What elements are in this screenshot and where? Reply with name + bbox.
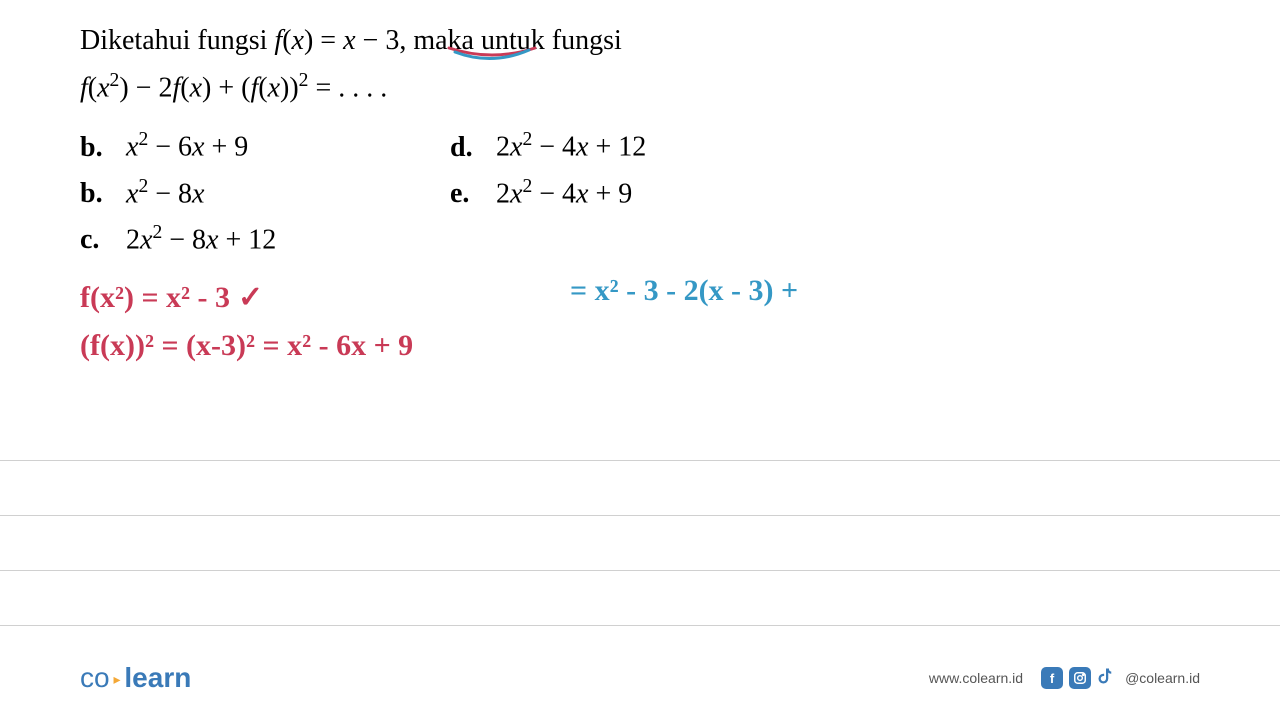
option-label: d.	[450, 132, 496, 164]
logo-learn: learn	[124, 662, 191, 693]
options-grid: b. x2 − 6x + 9 d. 2x2 − 4x + 12 b. x2 − …	[80, 129, 1200, 256]
handwritten-work: f(x²) = x² - 3✓ = x² - 3 - 2(x - 3) + (f…	[80, 274, 1200, 370]
footer: co ▸ learn www.colearn.id f @colearn.id	[0, 662, 1280, 694]
social-handle: @colearn.id	[1125, 670, 1200, 686]
facebook-icon: f	[1041, 667, 1063, 689]
handwritten-blue-line: = x² - 3 - 2(x - 3) +	[570, 274, 798, 308]
handwritten-red-line-2: (f(x))² = (x-3)² = x² - 6x + 9	[80, 322, 1200, 370]
option-label: e.	[450, 178, 496, 210]
logo-dot-icon: ▸	[110, 671, 125, 687]
option-expr: 2x2 − 8x + 12	[126, 222, 276, 256]
social-icons: f @colearn.id	[1041, 667, 1200, 690]
question-fn: f	[274, 25, 282, 56]
footer-right: www.colearn.id f @colearn.id	[929, 667, 1200, 690]
logo-co: co	[80, 662, 110, 693]
option-expr: x2 − 8x	[126, 176, 204, 210]
checkmark-icon: ✓	[238, 281, 263, 314]
question-line-2: f(x2) − 2f(x) + (f(x))2 = . . . .	[80, 66, 1200, 109]
option-expr: 2x2 − 4x + 12	[496, 129, 646, 163]
option-e: e. 2x2 − 4x + 9	[450, 176, 1200, 210]
tiktok-icon	[1097, 667, 1115, 690]
ruled-lines	[0, 460, 1280, 680]
option-b1: b. x2 − 6x + 9	[80, 129, 450, 163]
option-b2: b. x2 − 8x	[80, 176, 450, 210]
instagram-icon	[1069, 667, 1091, 689]
option-d: d. 2x2 − 4x + 12	[450, 129, 1200, 163]
option-c: c. 2x2 − 8x + 12	[80, 222, 450, 256]
option-label: c.	[80, 224, 126, 256]
option-expr: 2x2 − 4x + 9	[496, 176, 632, 210]
footer-url: www.colearn.id	[929, 670, 1023, 686]
option-expr: x2 − 6x + 9	[126, 129, 248, 163]
option-label: b.	[80, 132, 126, 164]
colearn-logo: co ▸ learn	[80, 662, 191, 694]
question-prefix: Diketahui fungsi	[80, 25, 274, 56]
underline-annotation	[447, 46, 537, 66]
question-line-1: Diketahui fungsi f(x) = x − 3, maka untu…	[80, 20, 1200, 62]
option-label: b.	[80, 178, 126, 210]
